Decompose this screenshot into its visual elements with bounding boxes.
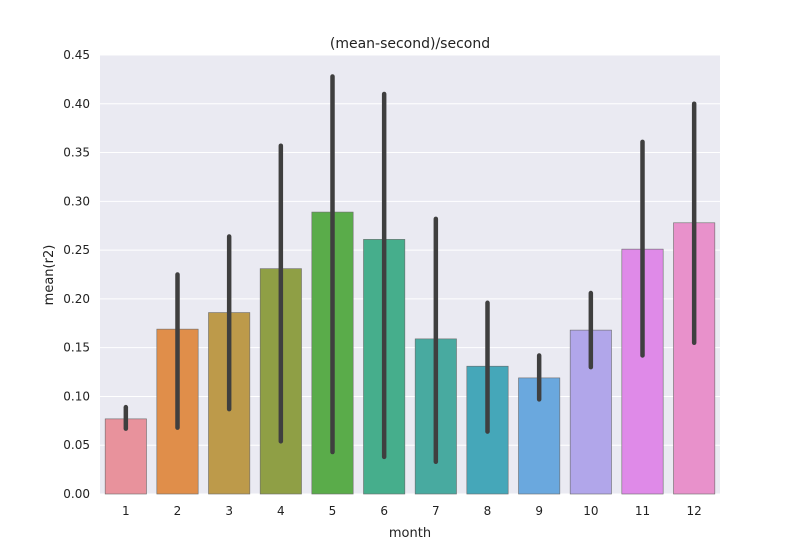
x-tick-label: 8 xyxy=(484,504,492,518)
x-tick-label: 7 xyxy=(432,504,440,518)
y-tick-label: 0.10 xyxy=(63,389,90,403)
x-tick-label: 1 xyxy=(122,504,130,518)
plot-background xyxy=(100,55,720,494)
bar-month-1 xyxy=(104,418,147,495)
x-tick-label: 11 xyxy=(635,504,650,518)
x-tick-labels: 1 2 3 4 5 6 7 8 9 10 11 12 xyxy=(122,504,702,518)
y-tick-label: 0.15 xyxy=(63,341,90,355)
y-tick-label: 0.45 xyxy=(63,48,90,62)
y-axis-label: mean(r2) xyxy=(42,245,57,306)
y-tick-label: 0.20 xyxy=(63,292,90,306)
grid-lines xyxy=(100,54,720,495)
x-tick-label: 2 xyxy=(174,504,182,518)
y-tick-label: 0.05 xyxy=(63,438,90,452)
x-tick-label: 5 xyxy=(329,504,337,518)
x-tick-label: 6 xyxy=(380,504,388,518)
y-tick-label: 0.00 xyxy=(63,487,90,501)
y-tick-label: 0.35 xyxy=(63,146,90,160)
x-tick-label: 3 xyxy=(225,504,233,518)
y-tick-labels: 0.00 0.05 0.10 0.15 0.20 0.25 0.30 0.35 0.40 0.45 xyxy=(63,48,90,501)
x-tick-label: 10 xyxy=(583,504,598,518)
x-tick-label: 4 xyxy=(277,504,285,518)
y-tick-label: 0.40 xyxy=(63,97,90,111)
chart-title: (mean-second)/second xyxy=(330,36,490,52)
error-bars xyxy=(123,74,697,465)
x-tick-label: 12 xyxy=(687,504,702,518)
x-tick-label: 9 xyxy=(535,504,543,518)
x-axis-label: month xyxy=(389,526,431,541)
y-tick-label: 0.25 xyxy=(63,243,90,257)
y-tick-label: 0.30 xyxy=(63,194,90,208)
